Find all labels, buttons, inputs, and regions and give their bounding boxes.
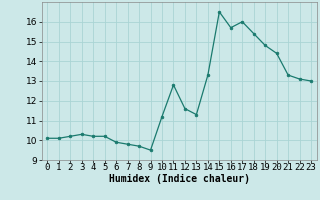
- X-axis label: Humidex (Indice chaleur): Humidex (Indice chaleur): [109, 174, 250, 184]
